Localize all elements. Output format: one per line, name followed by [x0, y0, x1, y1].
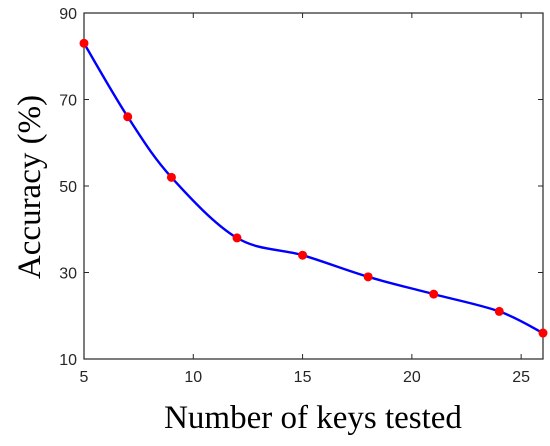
- data-point: [538, 328, 548, 338]
- y-tick-label: 70: [59, 93, 77, 110]
- y-tick-label: 30: [59, 266, 77, 283]
- data-point: [79, 38, 89, 48]
- y-axis-title: Accuracy (%): [12, 95, 48, 279]
- data-point: [494, 306, 504, 316]
- plot-frame: [83, 12, 544, 360]
- y-tick-label: 90: [59, 6, 77, 23]
- y-tick-label: 50: [59, 179, 77, 196]
- x-tick-label: 5: [80, 369, 89, 386]
- x-tick-label: 10: [184, 369, 202, 386]
- data-point: [429, 289, 439, 299]
- data-point: [123, 112, 133, 122]
- data-point: [298, 250, 308, 260]
- x-tick-label: 25: [512, 369, 530, 386]
- x-axis-title: Number of keys tested: [164, 400, 462, 436]
- y-tick-label: 10: [59, 352, 77, 369]
- x-tick-label: 15: [294, 369, 312, 386]
- data-point: [166, 172, 176, 182]
- data-point: [232, 233, 242, 243]
- data-point: [363, 272, 373, 282]
- series-line: [82, 42, 544, 335]
- x-tick-label: 20: [403, 369, 421, 386]
